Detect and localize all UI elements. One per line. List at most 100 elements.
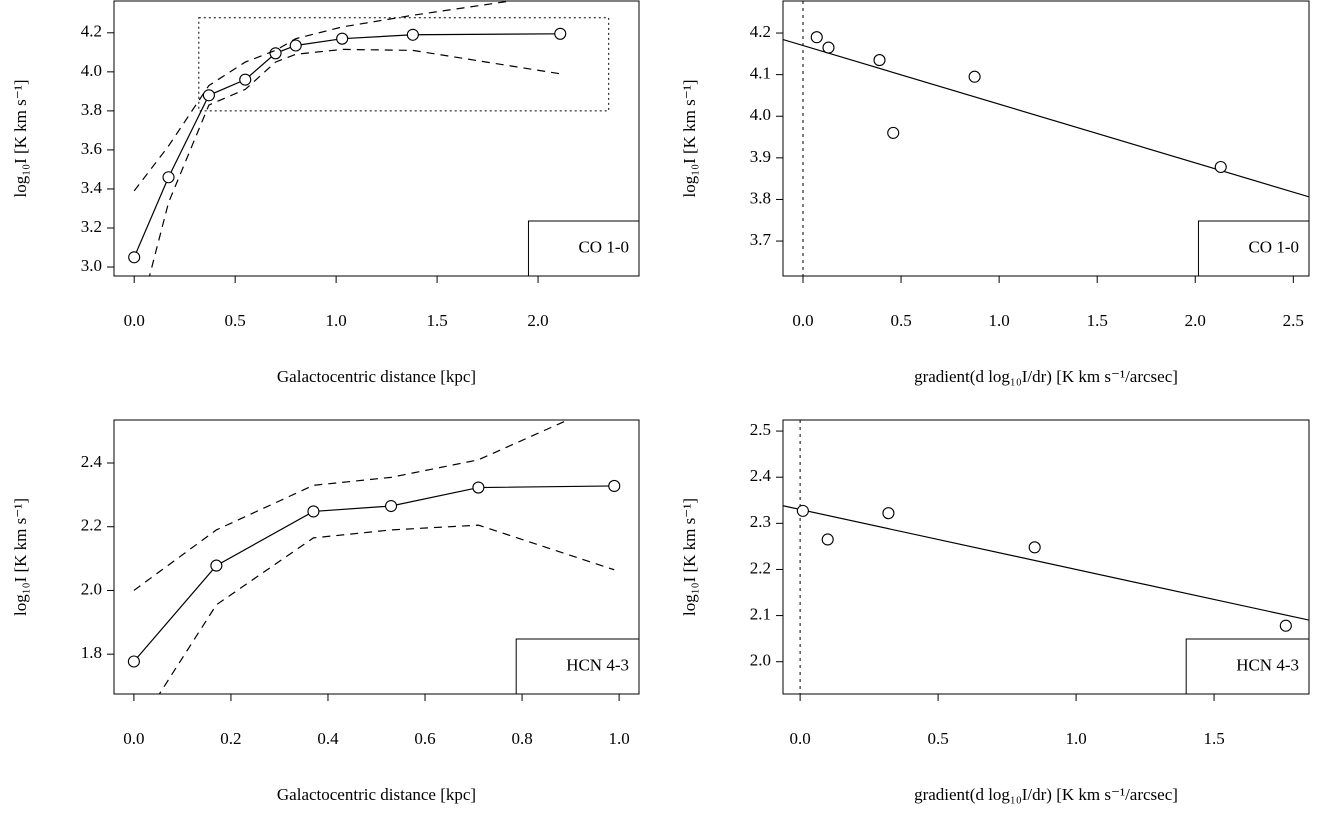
y-tick-label: 3.7	[750, 230, 772, 249]
y-tick-label: 3.6	[81, 139, 102, 158]
y-tick-label: 3.8	[81, 100, 102, 119]
panel	[783, 1, 1309, 276]
x-tick-label: 0.4	[317, 729, 339, 748]
band-line	[158, 524, 615, 694]
fit-line	[783, 38, 1309, 198]
legend-box	[1185, 638, 1310, 695]
y-tick-label: 2.2	[750, 558, 771, 577]
x-tick-label: 0.0	[792, 311, 813, 330]
panel	[128, 1, 610, 276]
data-point	[385, 499, 398, 513]
legend-box	[527, 220, 640, 277]
panel	[127, 420, 621, 694]
x-tick-label: 2.5	[1283, 311, 1304, 330]
y-tick-label: 4.2	[750, 22, 771, 41]
data-point	[821, 533, 834, 546]
y-tick-label: 2.3	[750, 512, 771, 531]
panel	[783, 420, 1309, 694]
data-point	[406, 28, 419, 41]
x-tick-label: 1.5	[1203, 729, 1224, 748]
y-tick-label: 3.8	[750, 188, 771, 207]
x-tick-label: 0.6	[414, 729, 435, 748]
y-tick-label: 3.4	[81, 178, 103, 197]
y-tick-label: 4.0	[750, 105, 771, 124]
legend-label: HCN 4-3	[566, 655, 629, 674]
y-axis-label: log₁₀I [K km s⁻¹]	[680, 498, 699, 616]
x-tick-label: 1.0	[1065, 729, 1086, 748]
data-point	[336, 32, 349, 45]
x-axis-label: gradient(d log₁₀I/dr) [K km s⁻¹/arcsec]	[914, 367, 1178, 386]
data-point	[554, 27, 567, 40]
data-point	[1028, 541, 1041, 554]
x-tick-label: 1.5	[426, 311, 447, 330]
data-point	[239, 73, 252, 86]
data-point	[608, 479, 621, 493]
data-point	[1279, 619, 1292, 632]
legend-box	[1197, 220, 1310, 277]
data-point	[1214, 160, 1227, 174]
data-point	[472, 481, 485, 494]
x-tick-label: 0.0	[123, 729, 144, 748]
x-tick-label: 1.0	[325, 311, 346, 330]
y-tick-label: 4.1	[750, 64, 771, 83]
data-point	[210, 559, 223, 572]
band-line	[133, 1, 515, 192]
profile-line	[133, 485, 615, 662]
x-tick-label: 0.0	[124, 311, 145, 330]
data-point	[202, 89, 215, 102]
plot-frame	[113, 419, 640, 695]
y-tick-label: 4.0	[81, 61, 102, 80]
plot-frame	[782, 419, 1310, 695]
y-tick-label: 3.0	[81, 256, 102, 275]
legend-label: CO 1-0	[578, 237, 629, 256]
fit-line	[783, 505, 1309, 621]
data-point	[307, 505, 320, 518]
band-line	[148, 48, 561, 276]
x-tick-label: 1.0	[608, 729, 629, 748]
y-tick-label: 1.8	[81, 643, 102, 662]
y-tick-label: 2.2	[81, 516, 102, 535]
data-point	[289, 39, 302, 52]
legend-label: CO 1-0	[1248, 237, 1299, 256]
data-point	[810, 31, 823, 44]
profile-line	[133, 33, 561, 258]
y-tick-label: 2.0	[750, 651, 771, 670]
data-point	[796, 504, 809, 517]
x-axis-label: gradient(d log₁₀I/dr) [K km s⁻¹/arcsec]	[914, 785, 1178, 804]
plot-frame	[782, 0, 1310, 277]
data-point	[873, 54, 886, 67]
x-tick-label: 0.8	[511, 729, 532, 748]
data-point	[128, 251, 141, 264]
zoom-box	[198, 17, 610, 112]
y-axis-label: log₁₀I [K km s⁻¹]	[11, 498, 30, 616]
x-tick-label: 0.2	[220, 729, 241, 748]
data-point	[127, 655, 140, 668]
x-tick-label: 2.0	[527, 311, 548, 330]
band-line	[133, 420, 570, 591]
y-axis-label: log₁₀I [K km s⁻¹]	[680, 80, 699, 198]
data-point	[887, 126, 900, 139]
y-tick-label: 2.4	[81, 452, 103, 471]
x-axis-label: Galactocentric distance [kpc]	[277, 367, 476, 386]
y-tick-label: 2.1	[750, 604, 771, 623]
y-tick-label: 4.2	[81, 22, 102, 41]
x-tick-label: 2.0	[1185, 311, 1206, 330]
x-tick-label: 1.0	[989, 311, 1010, 330]
plot-frame	[113, 0, 640, 277]
data-point	[882, 507, 895, 520]
data-point	[822, 41, 835, 54]
y-tick-label: 3.9	[750, 147, 771, 166]
x-tick-label: 1.5	[1087, 311, 1108, 330]
legend-box	[515, 638, 640, 695]
data-point	[162, 171, 175, 184]
data-point	[968, 70, 981, 83]
x-tick-label: 0.5	[890, 311, 911, 330]
y-tick-label: 2.5	[750, 420, 771, 439]
data-point	[269, 47, 282, 60]
x-tick-label: 0.0	[789, 729, 810, 748]
x-axis-label: Galactocentric distance [kpc]	[277, 785, 476, 804]
y-tick-label: 3.2	[81, 217, 102, 236]
x-tick-label: 0.5	[225, 311, 246, 330]
